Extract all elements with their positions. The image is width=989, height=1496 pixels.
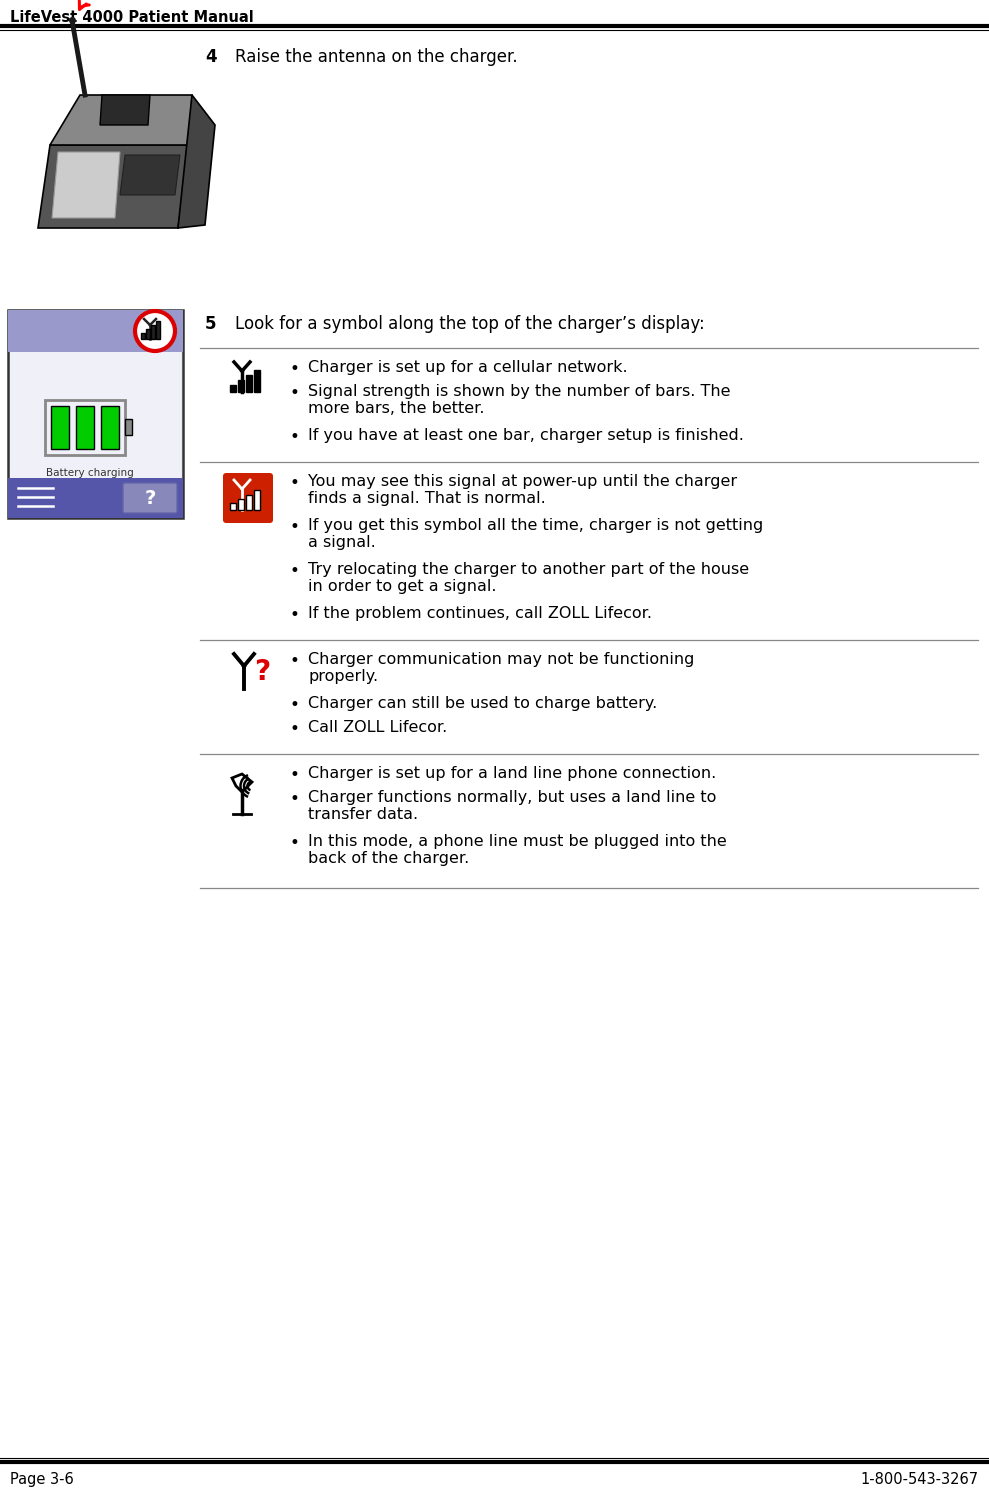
Text: Charger functions normally, but uses a land line to
transfer data.: Charger functions normally, but uses a l… — [308, 790, 716, 823]
FancyBboxPatch shape — [76, 405, 94, 449]
Text: In this mode, a phone line must be plugged into the
back of the charger.: In this mode, a phone line must be plugg… — [308, 833, 727, 866]
Text: •: • — [290, 518, 300, 536]
FancyBboxPatch shape — [230, 503, 236, 510]
Text: 1-800-543-3267: 1-800-543-3267 — [860, 1472, 979, 1487]
Text: If you get this symbol all the time, charger is not getting
a signal.: If you get this symbol all the time, cha… — [308, 518, 764, 551]
Text: LifeVest 4000 Patient Manual: LifeVest 4000 Patient Manual — [10, 10, 254, 25]
Polygon shape — [120, 156, 180, 194]
Text: Battery charging: Battery charging — [46, 468, 134, 479]
FancyBboxPatch shape — [151, 325, 155, 340]
FancyBboxPatch shape — [246, 495, 252, 510]
FancyBboxPatch shape — [125, 419, 132, 435]
FancyBboxPatch shape — [10, 352, 181, 516]
Text: Raise the antenna on the charger.: Raise the antenna on the charger. — [235, 48, 517, 66]
Text: •: • — [290, 652, 300, 670]
Text: •: • — [290, 606, 300, 624]
Text: ?: ? — [144, 489, 155, 507]
Text: 5: 5 — [205, 316, 217, 334]
Text: •: • — [290, 474, 300, 492]
Polygon shape — [178, 96, 215, 227]
Polygon shape — [52, 153, 120, 218]
Text: Call ZOLL Lifecor.: Call ZOLL Lifecor. — [308, 720, 447, 735]
Text: If you have at least one bar, charger setup is finished.: If you have at least one bar, charger se… — [308, 428, 744, 443]
Polygon shape — [100, 96, 150, 126]
Text: •: • — [290, 562, 300, 580]
FancyBboxPatch shape — [246, 375, 252, 392]
Text: •: • — [290, 766, 300, 784]
FancyBboxPatch shape — [101, 405, 119, 449]
FancyBboxPatch shape — [8, 310, 183, 352]
FancyBboxPatch shape — [223, 473, 273, 524]
Text: You may see this signal at power-up until the charger
finds a signal. That is no: You may see this signal at power-up unti… — [308, 474, 737, 507]
Circle shape — [135, 311, 175, 352]
FancyBboxPatch shape — [141, 334, 145, 340]
Text: Charger is set up for a land line phone connection.: Charger is set up for a land line phone … — [308, 766, 716, 781]
Text: •: • — [290, 696, 300, 714]
Text: •: • — [290, 361, 300, 378]
Text: ?: ? — [254, 658, 270, 687]
Text: •: • — [290, 833, 300, 853]
Text: •: • — [290, 790, 300, 808]
Text: 4: 4 — [205, 48, 217, 66]
FancyBboxPatch shape — [156, 322, 160, 340]
FancyBboxPatch shape — [254, 370, 260, 392]
Text: Signal strength is shown by the number of bars. The
more bars, the better.: Signal strength is shown by the number o… — [308, 384, 731, 416]
FancyBboxPatch shape — [146, 329, 150, 340]
Polygon shape — [50, 96, 192, 145]
FancyBboxPatch shape — [238, 500, 244, 510]
Text: •: • — [290, 428, 300, 446]
FancyArrowPatch shape — [79, 0, 89, 9]
Text: Try relocating the charger to another part of the house
in order to get a signal: Try relocating the charger to another pa… — [308, 562, 749, 594]
Text: Page 3-6: Page 3-6 — [10, 1472, 74, 1487]
Text: Charger communication may not be functioning
properly.: Charger communication may not be functio… — [308, 652, 694, 684]
FancyBboxPatch shape — [8, 310, 183, 518]
Text: Charger can still be used to charge battery.: Charger can still be used to charge batt… — [308, 696, 658, 711]
Text: •: • — [290, 720, 300, 738]
FancyBboxPatch shape — [8, 479, 183, 518]
FancyBboxPatch shape — [254, 491, 260, 510]
FancyBboxPatch shape — [51, 405, 69, 449]
Polygon shape — [38, 145, 190, 227]
Text: Charger is set up for a cellular network.: Charger is set up for a cellular network… — [308, 361, 628, 375]
Text: Look for a symbol along the top of the charger’s display:: Look for a symbol along the top of the c… — [235, 316, 705, 334]
FancyBboxPatch shape — [238, 380, 244, 392]
Text: •: • — [290, 384, 300, 402]
FancyBboxPatch shape — [123, 483, 177, 513]
Text: If the problem continues, call ZOLL Lifecor.: If the problem continues, call ZOLL Life… — [308, 606, 652, 621]
FancyBboxPatch shape — [230, 384, 236, 392]
